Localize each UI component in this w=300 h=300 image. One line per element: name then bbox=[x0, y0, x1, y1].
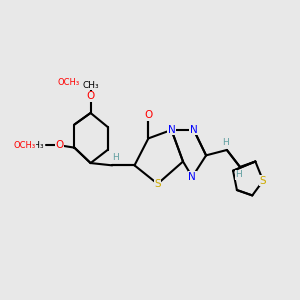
Text: O: O bbox=[56, 140, 64, 150]
Text: H: H bbox=[235, 170, 242, 179]
Text: H: H bbox=[222, 138, 229, 147]
Text: CH₃: CH₃ bbox=[28, 141, 44, 150]
Text: S: S bbox=[260, 176, 266, 186]
Text: OCH₃: OCH₃ bbox=[13, 141, 35, 150]
Text: N: N bbox=[168, 125, 175, 135]
Text: N: N bbox=[188, 172, 196, 182]
Text: H: H bbox=[112, 153, 119, 162]
Text: N: N bbox=[190, 125, 198, 135]
Text: O: O bbox=[144, 110, 152, 120]
Text: OCH₃: OCH₃ bbox=[58, 78, 80, 87]
Text: S: S bbox=[154, 179, 161, 189]
Text: CH₃: CH₃ bbox=[82, 81, 99, 90]
Text: O: O bbox=[86, 91, 95, 101]
